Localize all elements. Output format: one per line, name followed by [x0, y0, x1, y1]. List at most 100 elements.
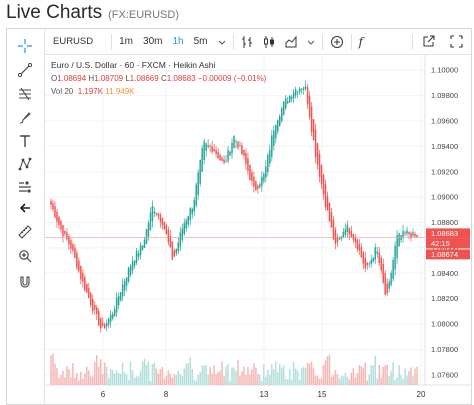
price-tick-label: 1.07600	[431, 370, 458, 379]
interval-1h-button[interactable]: 1h	[172, 36, 184, 47]
fullscreen-icon[interactable]	[442, 29, 471, 55]
candle-body	[302, 87, 305, 90]
interval-1m-button[interactable]: 1m	[119, 36, 134, 47]
candle-body	[56, 211, 58, 222]
volume-value: 1.197K	[77, 87, 104, 96]
candle-body	[201, 148, 203, 172]
candle-body	[372, 257, 374, 262]
candle-body	[282, 101, 285, 115]
text-icon[interactable]	[13, 130, 37, 152]
trend-line-icon[interactable]	[13, 59, 37, 81]
volume-bar	[179, 373, 182, 385]
candle-body	[207, 145, 209, 148]
volume-bar	[269, 375, 271, 385]
volume-bar	[384, 365, 386, 385]
candle-body	[103, 324, 106, 329]
volume-bar	[352, 368, 355, 385]
legend-volume: Vol 20 1.197K 11.949K	[51, 85, 266, 98]
volume-bar	[338, 378, 341, 385]
candle-body	[249, 164, 251, 180]
chart-grid	[45, 55, 471, 386]
back-arrow-icon[interactable]	[13, 197, 37, 219]
volume-bar	[209, 367, 211, 385]
volume-bar	[205, 365, 207, 385]
fib-tool-icon[interactable]	[13, 83, 37, 105]
candle-body	[290, 96, 293, 100]
zoom-in-icon[interactable]	[13, 245, 37, 267]
candle-body	[217, 151, 219, 159]
volume-bar	[127, 379, 130, 385]
volume-bar	[189, 357, 191, 385]
candle-body	[344, 229, 347, 235]
time-tick-label: 20	[417, 390, 426, 399]
candle-body	[280, 108, 283, 122]
candle-body	[90, 293, 92, 306]
brush-icon[interactable]	[13, 107, 37, 129]
candle-body	[386, 283, 388, 294]
volume-bar	[265, 376, 267, 385]
candle-body	[151, 205, 154, 222]
volume-bar	[282, 365, 285, 385]
candle-body	[76, 252, 78, 269]
legend-open: 1.08694	[57, 74, 87, 83]
pattern-icon[interactable]	[13, 153, 37, 175]
candle-body	[265, 166, 267, 178]
candle-body	[111, 313, 114, 319]
candle-body	[133, 260, 136, 266]
volume-bar	[193, 379, 195, 385]
candle-body	[229, 151, 231, 156]
interval-dropdown[interactable]	[213, 29, 231, 55]
volume-bar	[217, 372, 219, 385]
volume-bar	[113, 373, 116, 385]
interval-5m-button[interactable]: 5m	[193, 36, 208, 47]
area-style-icon[interactable]	[280, 29, 302, 55]
legend-ohlc: O1.08694 H1.08709 L1.08669 C1.08683 −0.0…	[51, 72, 266, 85]
volume-bar	[119, 373, 122, 385]
volume-bar	[390, 371, 392, 385]
volume-bar	[318, 379, 321, 385]
volume-bar	[90, 376, 92, 385]
candle-body	[314, 129, 317, 157]
candle-body	[245, 152, 247, 164]
candle-body	[72, 244, 74, 251]
volume-bar	[396, 377, 398, 385]
candle-body	[410, 233, 412, 239]
symbol-search-button[interactable]: EURUSD	[53, 36, 94, 47]
legend-low-label: L	[125, 74, 130, 83]
volume-bar	[181, 375, 184, 385]
ruler-icon[interactable]	[13, 221, 37, 243]
volume-bar	[199, 372, 201, 385]
crosshair-icon[interactable]	[13, 35, 37, 57]
volume-bar	[111, 369, 114, 385]
candle-body	[275, 124, 277, 139]
candle-body	[286, 101, 289, 104]
legend-open-label: O	[51, 74, 58, 83]
candle-body	[368, 263, 371, 265]
forecast-icon[interactable]	[13, 176, 37, 198]
volume-bar	[121, 362, 124, 385]
volume-bar	[175, 374, 178, 385]
candle-body	[263, 173, 265, 182]
candle-body	[58, 216, 60, 226]
candle-body	[203, 141, 205, 161]
price-chart[interactable]: 1.10000 1.09800 1.09600 1.09400 1.09200 1.090…	[45, 55, 471, 404]
volume-bar	[203, 365, 205, 385]
interval-30m-button[interactable]: 30m	[143, 36, 163, 47]
candle-body	[193, 200, 195, 212]
price-tick-label: 1.07800	[431, 345, 458, 354]
candle-body	[241, 145, 243, 155]
snapshot-icon[interactable]	[415, 29, 442, 55]
volume-bar	[207, 374, 209, 385]
chart-style-dropdown[interactable]	[302, 29, 320, 55]
add-compare-icon[interactable]	[325, 29, 349, 55]
magnet-icon[interactable]	[13, 271, 37, 293]
candles-style-icon[interactable]	[258, 29, 280, 55]
volume-bar	[64, 377, 66, 385]
volume-bar	[370, 365, 372, 385]
candle-body	[267, 154, 269, 173]
candle-body	[92, 299, 94, 312]
bars-style-icon[interactable]	[236, 29, 258, 55]
candle-body	[161, 218, 164, 226]
volume-bar	[153, 362, 156, 385]
indicators-fx-icon[interactable]: f	[358, 34, 363, 49]
